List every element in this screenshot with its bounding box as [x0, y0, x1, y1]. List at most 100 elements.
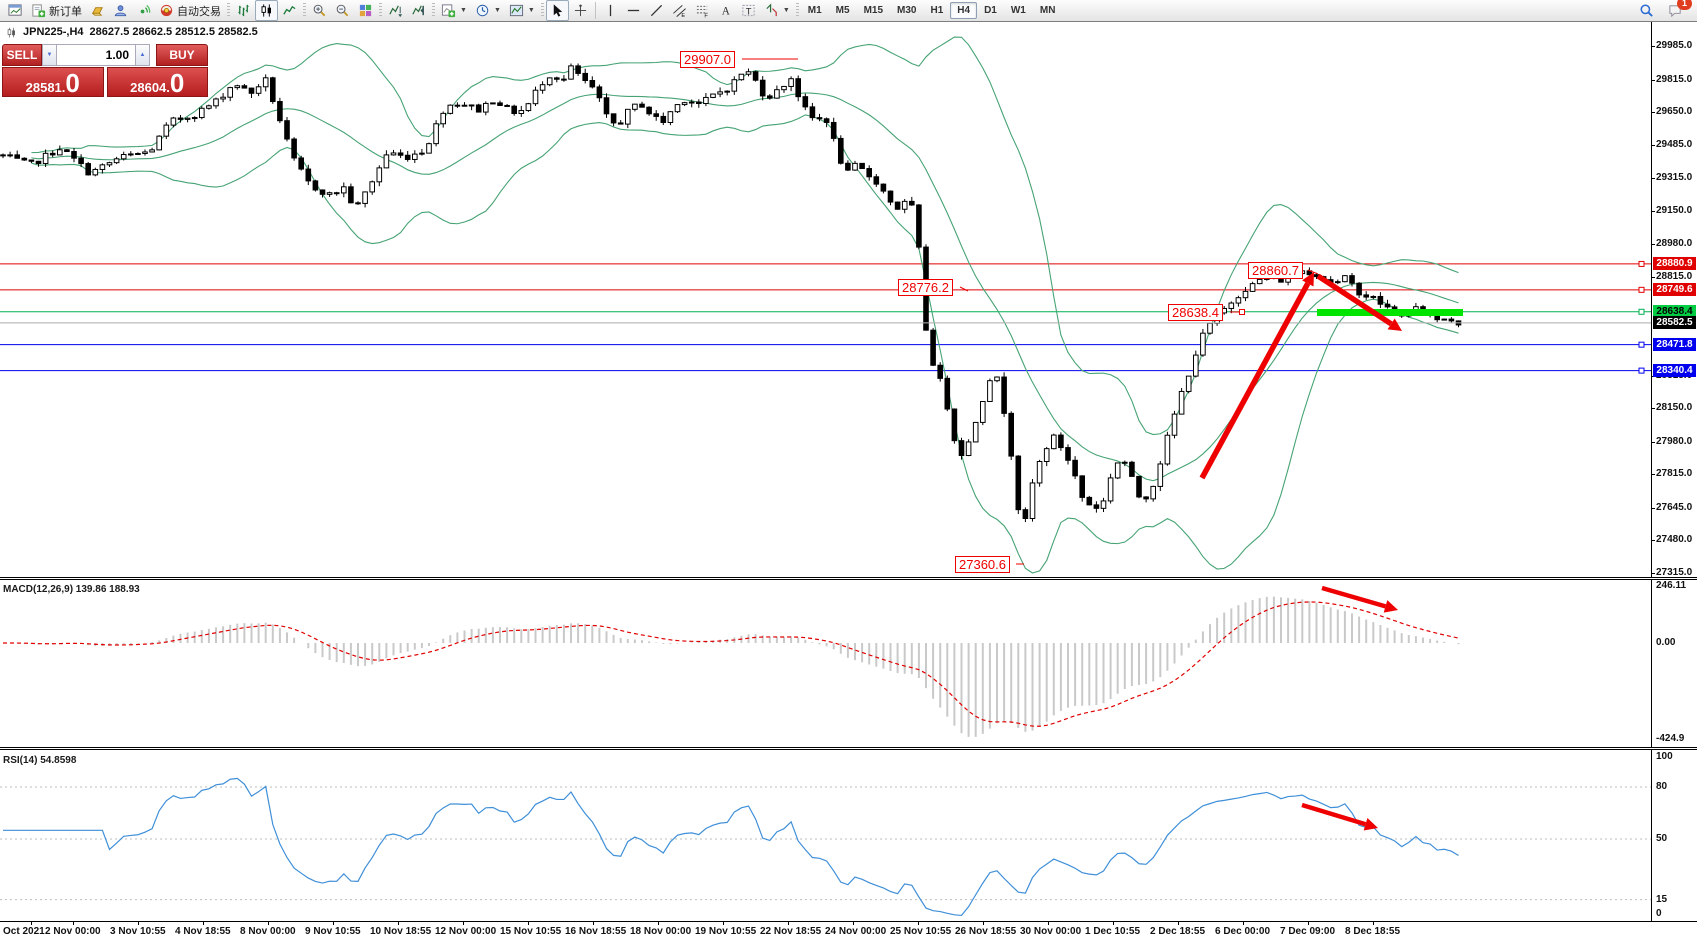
macd-arrow[interactable]	[1321, 585, 1398, 613]
bollinger-lower[interactable]	[31, 114, 1459, 574]
line-chart-button[interactable]	[278, 0, 301, 21]
panel-separator[interactable]	[0, 747, 1697, 750]
price-axis[interactable]: 29985.0 29815.0 29650.0 29485.0 29315.0 29150…	[1651, 22, 1697, 578]
fibonacci-button[interactable]: F	[691, 0, 714, 21]
chat-button[interactable]: 1	[1664, 0, 1692, 21]
toolbar-grip[interactable]	[379, 3, 382, 18]
panel-separator[interactable]	[0, 577, 1697, 580]
buy-button[interactable]: BUY	[156, 44, 208, 66]
cursor-button[interactable]	[545, 0, 569, 21]
toolbar-grip[interactable]	[432, 3, 435, 18]
bollinger-upper[interactable]	[31, 36, 1459, 436]
toolbar-grip[interactable]	[303, 3, 306, 18]
price-annotation[interactable]: 29907.0	[680, 51, 735, 68]
macd-axis[interactable]: 246.11 0.00 -424.9	[1651, 580, 1697, 747]
templates-button[interactable]: ▼	[505, 0, 539, 21]
app-window-icon[interactable]	[4, 0, 27, 21]
add-indicator-button[interactable]: ▼	[437, 0, 471, 21]
rsi-panel[interactable]: RSI(14) 54.8598 100 80 50 15 0	[0, 750, 1697, 921]
line-handle[interactable]	[1638, 308, 1645, 315]
price-tick-label: 27645.0	[1656, 501, 1693, 513]
line-handle[interactable]	[1638, 367, 1645, 374]
time-tick	[73, 922, 74, 925]
time-label: 24 Nov 00:00	[825, 926, 887, 937]
tf-m15-button[interactable]: M15	[863, 5, 884, 16]
new-order-button[interactable]: 新订单	[27, 0, 86, 21]
price-annotation[interactable]: 28776.2	[898, 279, 953, 296]
time-label: 22 Nov 18:55	[760, 926, 822, 937]
tf-mn-button[interactable]: MN	[1039, 5, 1056, 16]
main-chart-panel[interactable]: JPN225-,H4 28627.5 28662.5 28512.5 28582…	[0, 22, 1697, 578]
time-label: 8 Dec 18:55	[1345, 926, 1401, 937]
zoom-out-button[interactable]	[331, 0, 354, 21]
periods-button[interactable]: ▼	[471, 0, 505, 21]
trend-arrows[interactable]	[1199, 272, 1402, 480]
time-tick	[333, 922, 334, 925]
tf-d1-button[interactable]: D1	[984, 5, 997, 16]
tf-h1-button[interactable]: H1	[930, 5, 944, 16]
rsi-axis[interactable]: 100 80 50 15 0	[1651, 750, 1697, 921]
accounts-icon[interactable]	[109, 0, 132, 21]
macd-panel[interactable]: MACD(12,26,9) 139.86 188.93 246.11 0.00 -4…	[0, 580, 1697, 747]
search-button[interactable]	[1635, 0, 1658, 21]
tf-m5-button[interactable]: M5	[835, 5, 850, 16]
auto-trading-button[interactable]: 自动交易	[155, 0, 225, 21]
arrows-tool-button[interactable]: ▼	[760, 0, 794, 21]
bollinger-middle[interactable]	[31, 92, 1459, 482]
volume-decrease-button[interactable]: ▼	[42, 44, 57, 66]
trend-line-button[interactable]	[645, 0, 668, 21]
auto-trading-label: 自动交易	[177, 5, 221, 18]
time-axis[interactable]: Oct 2021 2 Nov 00:00 3 Nov 10:55 4 Nov 18:5…	[0, 921, 1697, 940]
rsi-plot[interactable]	[0, 750, 1651, 921]
buy-price[interactable]: 28604. 0	[106, 67, 208, 97]
price-tag: 28582.5	[1653, 316, 1696, 330]
tf-m1-button[interactable]: M1	[807, 5, 822, 16]
price-annotation[interactable]: 28638.4	[1168, 304, 1223, 321]
price-annotation[interactable]: 27360.6	[955, 556, 1010, 573]
candlestick-chart[interactable]	[0, 22, 1651, 577]
timeframe-switcher: M1 M5 M15 M30 H1 H4 D1 W1 MN	[801, 2, 1063, 19]
axis-tick	[1652, 112, 1655, 114]
tf-w1-button[interactable]: W1	[1010, 5, 1026, 16]
crosshair-button[interactable]	[569, 0, 592, 21]
gold-icon[interactable]	[86, 0, 109, 21]
macd-plot[interactable]	[0, 580, 1651, 747]
tile-windows-button[interactable]	[354, 0, 377, 21]
toolbar-grip[interactable]	[227, 3, 230, 18]
auto-scroll-button[interactable]	[407, 0, 430, 21]
macd-tick-label: -424.9	[1656, 733, 1685, 744]
volume-input[interactable]: 1.00	[57, 44, 135, 66]
chevron-down-icon: ▼	[460, 7, 467, 14]
bar-chart-button[interactable]	[232, 0, 255, 21]
time-tick	[1048, 922, 1049, 925]
zoom-in-button[interactable]	[308, 0, 331, 21]
price-tick-label: 28815.0	[1656, 270, 1693, 282]
tf-m30-button[interactable]: M30	[897, 5, 917, 16]
price-annotation[interactable]: 28860.7	[1248, 262, 1303, 279]
text-button[interactable]: A	[714, 0, 737, 21]
sell-price[interactable]: 28581. 0	[2, 67, 104, 97]
time-tick	[788, 922, 789, 925]
rsi-line	[3, 777, 1459, 917]
text-label-button[interactable]: T	[737, 0, 760, 21]
toolbar-grip[interactable]	[540, 3, 544, 18]
chart-shift-button[interactable]	[384, 0, 407, 21]
horizontal-line-button[interactable]	[622, 0, 645, 21]
toolbar-grip[interactable]	[795, 3, 799, 18]
line-handle[interactable]	[1638, 260, 1645, 267]
line-handle[interactable]	[1638, 341, 1645, 348]
sell-button[interactable]: SELL	[2, 44, 42, 66]
rsi-arrow[interactable]	[1301, 802, 1378, 831]
volume-increase-button[interactable]: ▲	[135, 44, 150, 66]
tf-h4-button[interactable]: H4	[950, 2, 978, 19]
candlestick-chart-button[interactable]	[255, 0, 278, 21]
signal-icon[interactable]	[132, 0, 155, 21]
time-tick	[1178, 922, 1179, 925]
equidistant-channel-button[interactable]: E	[668, 0, 691, 21]
support-zone[interactable]	[1317, 309, 1463, 316]
axis-tick	[1652, 441, 1655, 443]
macd-tick-label: 246.11	[1656, 580, 1687, 592]
line-handle[interactable]	[1638, 286, 1645, 293]
time-label: 2 Nov 00:00	[45, 926, 101, 937]
vertical-line-button[interactable]	[599, 0, 622, 21]
